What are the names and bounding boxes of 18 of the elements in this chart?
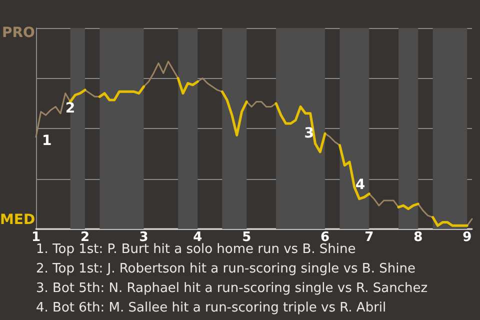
text: 2. Top 1st: J. Robertson hit a run-scoring single vs B. Shine bbox=[36, 262, 416, 276]
x-tick-label: 4 bbox=[193, 230, 202, 245]
text: PRO bbox=[2, 25, 36, 41]
x-tick-label: 9 bbox=[462, 230, 472, 245]
x-tick-label: 1 bbox=[31, 230, 41, 245]
x-tick-label: 7 bbox=[364, 230, 374, 245]
annotation: 3 bbox=[304, 126, 314, 142]
x-tick-label: 2 bbox=[80, 230, 90, 245]
x-tick-label: 8 bbox=[414, 230, 423, 245]
text: 4. Bot 6th: M. Sallee hit a run-scoring triple vs R. Abril bbox=[36, 300, 386, 316]
annotation: 1 bbox=[42, 132, 52, 149]
text: 3. Bot 5th: N. Raphael hit a run-scoring single vs R. Sanchez bbox=[36, 281, 428, 296]
x-tick-label: 3 bbox=[139, 230, 148, 245]
text: 1. Top 1st: P. Burt hit a solo home run vs B. Shine bbox=[36, 242, 356, 257]
annotation: 2 bbox=[65, 100, 76, 117]
annotation: 4 bbox=[355, 177, 366, 194]
x-tick-label: 5 bbox=[242, 230, 252, 245]
text: MED bbox=[0, 212, 36, 228]
